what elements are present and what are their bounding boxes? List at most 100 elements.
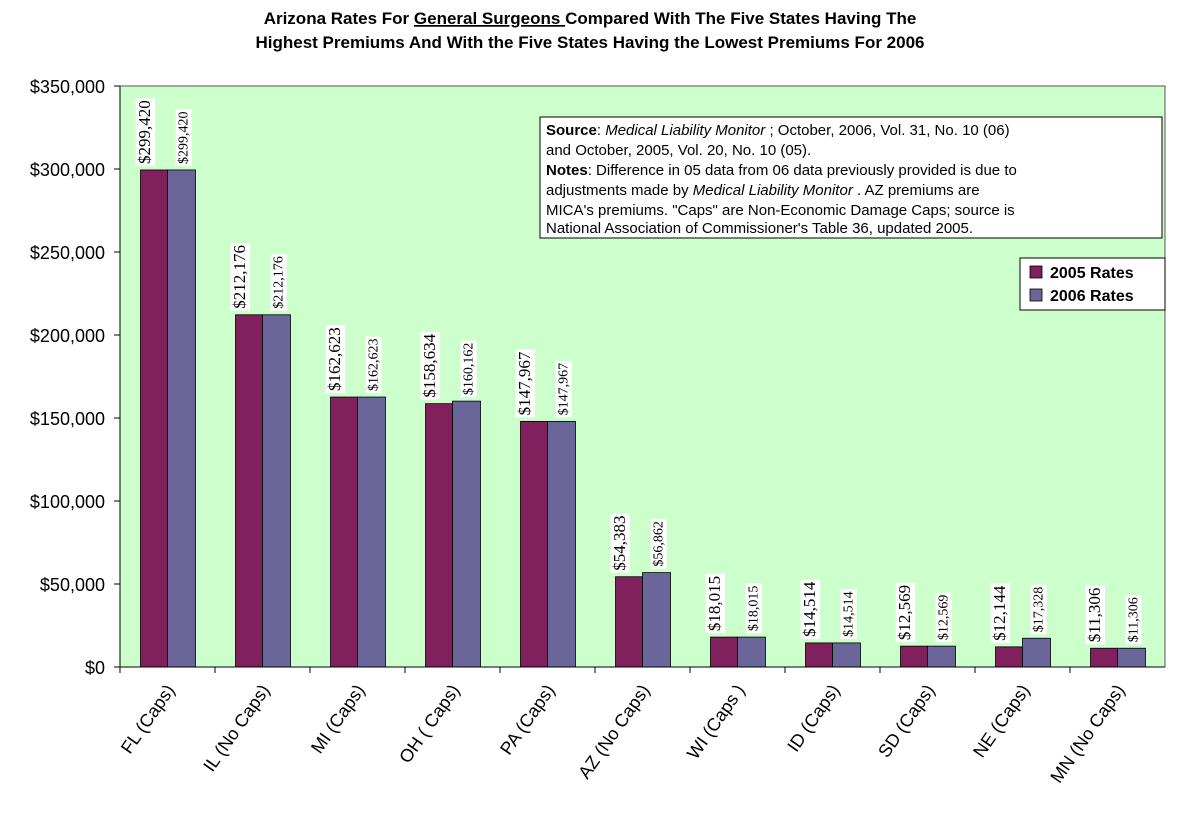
bar <box>330 396 358 668</box>
value-label: $18,015 <box>747 586 762 632</box>
value-label-bg <box>895 582 916 643</box>
value-label-bg <box>270 254 287 311</box>
value-label-bg <box>650 519 667 569</box>
value-label: $162,623 <box>325 327 344 391</box>
x-tick-label: ID (Caps) <box>783 681 844 756</box>
annotation-part: Medical Liability Monitor <box>605 122 766 139</box>
y-tick-label: $150,000 <box>30 409 105 429</box>
value-label: $147,967 <box>515 351 534 415</box>
bar <box>1117 647 1146 668</box>
legend <box>1019 257 1166 311</box>
title-part: Compared With The Five States Having The <box>565 9 916 28</box>
annotation-part: : Difference in 05 data from 06 data pre… <box>588 162 1017 179</box>
x-tick-label: IL (No Caps) <box>199 681 274 776</box>
annotation-part: Notes <box>546 162 588 179</box>
legend-swatch <box>1029 265 1043 279</box>
value-label: $11,306 <box>1085 588 1104 643</box>
bar <box>900 645 928 668</box>
annotation: Source: Medical Liability Monitor ; Octo… <box>546 122 1010 139</box>
annotation-part: Medical Liability Monitor <box>693 182 854 199</box>
chart-title: Arizona Rates For General Surgeons Compa… <box>264 9 917 28</box>
value-label-bg <box>175 109 192 166</box>
value-label-bg <box>555 360 572 418</box>
value-label-bg <box>365 336 382 394</box>
legend-label: 2005 Rates <box>1050 265 1134 282</box>
value-label-bg <box>705 573 726 634</box>
value-label: $12,569 <box>937 595 952 641</box>
x-tick-label: MI (Caps) <box>307 681 369 757</box>
value-label-bg <box>325 325 346 394</box>
x-tick-label: PA (Caps) <box>496 681 559 759</box>
bar <box>262 314 291 668</box>
bar <box>710 636 738 668</box>
value-label: $299,420 <box>135 100 154 164</box>
value-label: $17,328 <box>1032 587 1047 633</box>
annotation: and October, 2005, Vol. 20, No. 10 (05). <box>546 142 811 159</box>
value-label: $212,176 <box>272 256 287 309</box>
bar <box>425 403 453 668</box>
bar <box>547 420 576 668</box>
bar <box>805 642 833 668</box>
value-label: $14,514 <box>800 581 819 637</box>
value-label-bg <box>935 592 952 643</box>
value-label-bg <box>230 243 251 311</box>
x-tick-label: NE (Caps) <box>969 681 1034 761</box>
value-label-bg <box>515 349 536 418</box>
value-label: $212,176 <box>230 245 249 309</box>
value-label-bg <box>745 583 762 634</box>
bar <box>927 645 956 668</box>
annotation-box <box>539 116 1163 239</box>
y-tick-label: $250,000 <box>30 243 105 263</box>
value-label-bg <box>1085 585 1106 645</box>
value-label: $299,420 <box>177 111 192 164</box>
bar <box>1090 647 1118 668</box>
y-tick-label: $200,000 <box>30 326 105 346</box>
value-label-bg <box>135 98 156 166</box>
x-tick-label: AZ (No Caps) <box>574 681 653 783</box>
annotation-part: : <box>597 122 605 139</box>
title-part: General Surgeons <box>414 9 565 28</box>
legend-label: 2006 Rates <box>1050 288 1134 305</box>
bar <box>452 400 481 668</box>
annotation-part: Source <box>546 122 597 139</box>
title-part: Arizona Rates For <box>264 9 414 28</box>
value-label: $160,162 <box>462 343 477 396</box>
bar <box>995 646 1023 668</box>
value-label: $18,015 <box>705 576 724 631</box>
x-tick-label: FL (Caps) <box>117 681 179 757</box>
x-tick-label: SD (Caps) <box>874 681 939 761</box>
x-tick-label: WI (Caps ) <box>683 681 749 763</box>
annotation: adjustments made by Medical Liability Mo… <box>546 182 980 199</box>
annotation: MICA's premiums. "Caps" are Non-Economic… <box>546 202 1015 219</box>
chart-title: Highest Premiums And With the Five State… <box>256 33 925 52</box>
value-label: $162,623 <box>367 339 382 392</box>
value-label: $56,862 <box>652 521 667 567</box>
y-tick-label: $50,000 <box>40 575 105 595</box>
annotation-part: ; October, 2006, Vol. 31, No. 10 (06) <box>765 122 1009 139</box>
value-label-bg <box>840 589 857 639</box>
annotation-part: adjustments made by <box>546 182 693 199</box>
value-label-bg <box>990 583 1011 643</box>
value-label: $12,144 <box>990 585 1009 641</box>
value-label: $14,514 <box>842 591 857 637</box>
value-label-bg <box>800 579 821 639</box>
bar <box>642 572 671 668</box>
bar <box>520 420 548 668</box>
legend-swatch <box>1029 288 1043 302</box>
bar <box>832 642 861 668</box>
y-tick-label: $100,000 <box>30 492 105 512</box>
value-label-bg <box>420 331 441 400</box>
value-label: $12,569 <box>895 585 914 640</box>
value-label-bg <box>610 513 631 573</box>
y-tick-label: $300,000 <box>30 160 105 180</box>
annotation-part: . AZ premiums are <box>853 182 980 199</box>
annotation: National Association of Commissioner's T… <box>546 220 973 237</box>
value-label-bg <box>1125 595 1142 645</box>
bar <box>235 314 263 668</box>
y-tick-label: $350,000 <box>30 77 105 97</box>
value-label: $158,634 <box>420 333 439 397</box>
bar <box>615 576 643 668</box>
value-label-bg <box>460 340 477 398</box>
value-label: $54,383 <box>610 515 629 570</box>
